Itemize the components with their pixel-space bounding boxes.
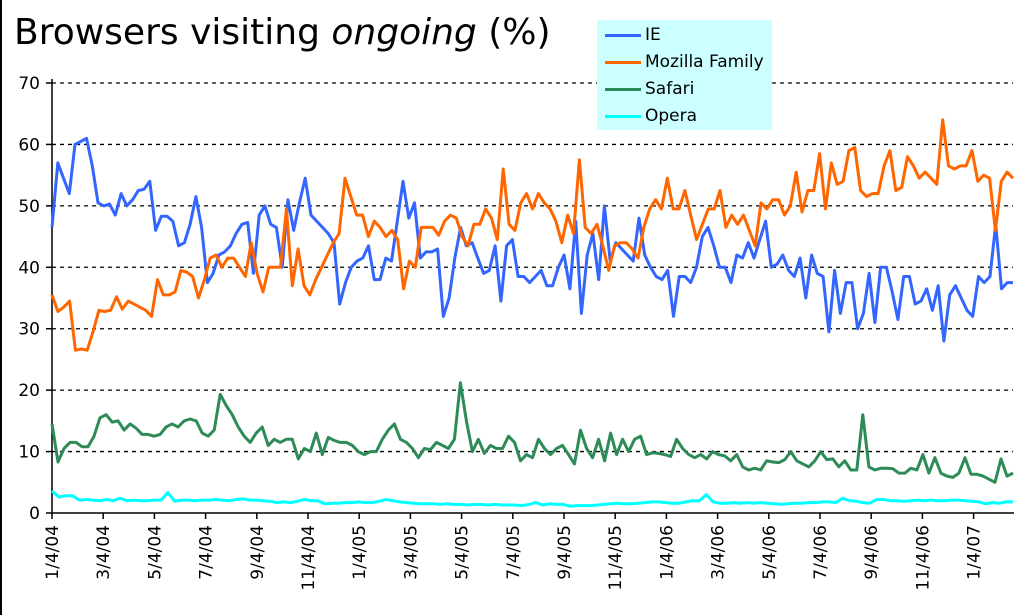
legend-item-opera: Opera	[605, 104, 697, 128]
x-tick-label: 5/4/06	[760, 525, 780, 580]
legend-item-mozilla: Mozilla Family	[605, 50, 764, 74]
legend-swatch-mozilla	[605, 60, 641, 64]
y-tick-label: 50	[18, 197, 40, 217]
x-tick-label: 7/4/06	[811, 525, 831, 580]
title-text: Browsers visiting	[14, 12, 332, 53]
x-tick-label: 3/4/05	[401, 525, 421, 580]
x-tick-label: 3/4/04	[94, 525, 114, 580]
x-tick-label: 11/4/05	[606, 525, 626, 591]
x-tick-label: 1/4/07	[965, 525, 985, 580]
legend: IE Mozilla Family Safari Opera	[597, 20, 772, 130]
y-tick-label: 10	[18, 443, 40, 463]
series-line-mozilla-family	[50, 118, 1015, 352]
y-tick-label: 0	[29, 504, 40, 524]
legend-label-ie: IE	[645, 25, 661, 45]
x-tick-label: 7/4/05	[504, 525, 524, 580]
x-tick-label: 1/4/05	[350, 525, 370, 580]
x-tick-label: 7/4/04	[197, 525, 217, 580]
legend-item-safari: Safari	[605, 77, 694, 101]
x-tick-label: 5/4/04	[145, 525, 165, 580]
x-tick-label: 1/4/04	[43, 525, 63, 580]
x-tick-label: 9/4/05	[555, 525, 575, 580]
x-tick-label: 9/4/04	[248, 525, 268, 580]
legend-swatch-opera	[605, 114, 641, 118]
x-tick-label: 9/4/06	[862, 525, 882, 580]
x-tick-label: 3/4/06	[709, 525, 729, 580]
x-tick-label: 1/4/06	[657, 525, 677, 580]
title-suffix-text: (%)	[476, 12, 551, 53]
legend-label-opera: Opera	[645, 106, 698, 126]
y-tick-label: 40	[18, 258, 40, 278]
y-tick-label: 20	[18, 381, 40, 401]
legend-swatch-ie	[605, 33, 641, 37]
title-italic-text: ongoing	[331, 12, 477, 53]
y-tick-label: 30	[18, 320, 40, 340]
legend-item-ie: IE	[605, 23, 661, 47]
series-line-safari	[50, 381, 1014, 484]
x-tick-label: 11/4/06	[913, 525, 933, 591]
legend-label-mozilla: Mozilla Family	[645, 52, 764, 72]
x-tick-label: 5/4/05	[453, 525, 473, 580]
legend-swatch-safari	[605, 87, 641, 91]
y-tick-label: 60	[18, 135, 40, 155]
legend-label-safari: Safari	[645, 79, 695, 99]
series-line-opera	[50, 489, 1013, 508]
chart-title: Browsers visiting ongoing (%)	[14, 12, 551, 53]
x-tick-label: 11/4/04	[299, 525, 319, 591]
series-line-ie	[50, 136, 1013, 343]
y-tick-label: 70	[18, 74, 40, 94]
